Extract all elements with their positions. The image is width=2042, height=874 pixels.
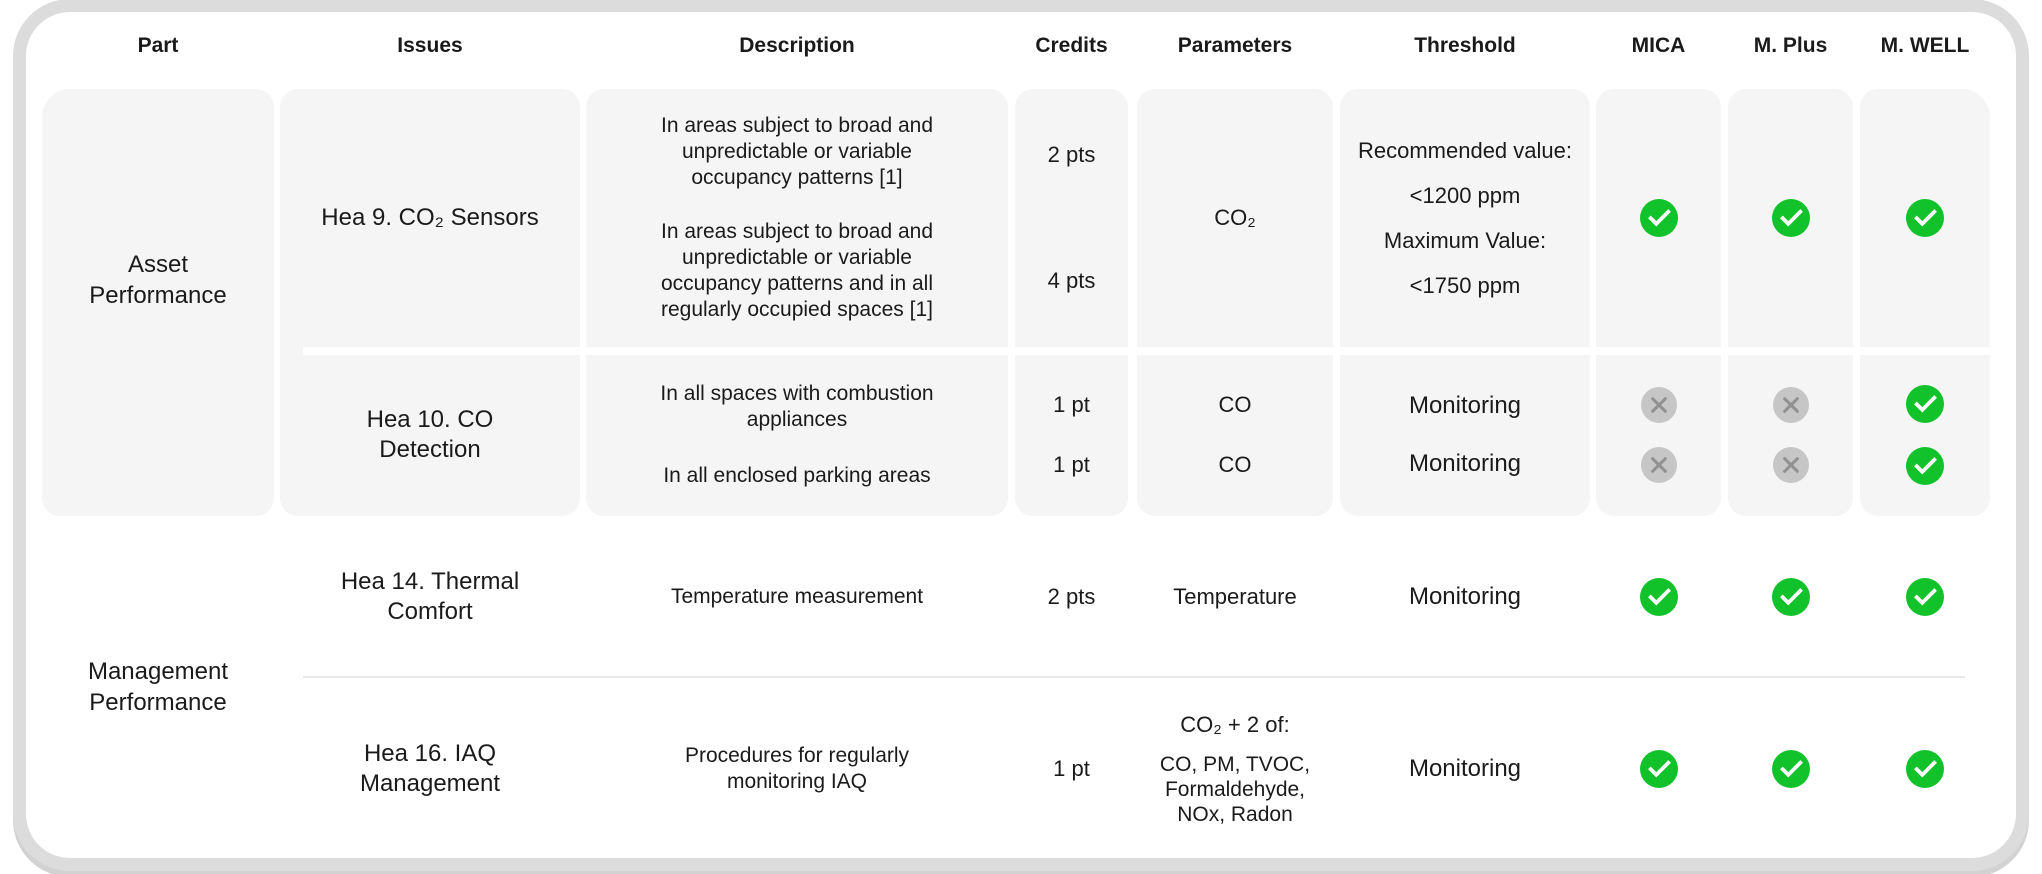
- m-well-status-cell-hea16: [1860, 680, 1990, 858]
- part-label: Management Performance: [87, 658, 229, 716]
- issue-cell-hea14: Hea 14. Thermal Comfort: [280, 516, 580, 678]
- threshold-text: Monitoring: [1408, 755, 1522, 782]
- check-icon: [1639, 750, 1678, 788]
- column-header-m-well: M. WELL: [1880, 34, 1970, 57]
- description-text: Temperature measurement: [670, 585, 924, 608]
- description-column-section-1: In areas subject to broad and unpredicta…: [586, 89, 1008, 516]
- description-cell-hea14: Temperature measurement: [586, 516, 1008, 678]
- threshold-cell-hea14: Monitoring: [1340, 516, 1590, 678]
- m-well-status-cell-hea14: [1860, 516, 1990, 678]
- m-plus-status-cell-hea10: [1728, 347, 1853, 516]
- m-well-status-cell-hea9: [1860, 89, 1990, 347]
- cross-icon: [1640, 386, 1677, 423]
- column-header-issues: Issues: [397, 34, 463, 57]
- check-icon: [1906, 384, 1944, 423]
- issues-column-section-1: Hea 9. CO₂ Sensors Hea 10. CO Detection: [280, 89, 580, 516]
- credit-value: 1 pt: [1053, 756, 1090, 781]
- parameter-cell-hea9: CO₂: [1137, 89, 1333, 347]
- parameter-value: CO: [1218, 391, 1252, 417]
- mica-status-cell-hea14: [1596, 516, 1721, 678]
- mica-status-cell-hea9: [1596, 89, 1721, 347]
- parameter-cell-hea10: CO CO: [1137, 347, 1333, 516]
- credits-column-section-1: 2 pts 4 pts 1 pt 1 pt: [1015, 89, 1128, 516]
- part-label-wrap: Asset Performance: [42, 89, 274, 516]
- issue-cell-hea16: Hea 16. IAQ Management: [280, 680, 580, 858]
- description-cell-hea10: In all spaces with combustion appliances…: [586, 347, 1008, 516]
- threshold-cell-hea9: Recommended value: <1200 ppm Maximum Val…: [1340, 89, 1590, 347]
- column-header-part: Part: [137, 34, 179, 57]
- threshold-cell-hea10: Monitoring Monitoring: [1340, 347, 1590, 516]
- mica-column-section-1: [1596, 89, 1721, 516]
- parameter-value: Temperature: [1173, 584, 1297, 609]
- column-header-threshold: Threshold: [1414, 34, 1516, 57]
- description-text: In areas subject to broad and unpredicta…: [660, 220, 933, 321]
- description-cell-hea16: Procedures for regularly monitoring IAQ: [586, 680, 1008, 858]
- parameter-value: CO: [1218, 451, 1252, 477]
- credits-cell-hea9: 2 pts 4 pts: [1015, 89, 1128, 347]
- description-cell-hea9: In areas subject to broad and unpredicta…: [586, 89, 1008, 347]
- check-icon: [1906, 578, 1944, 616]
- part-label: Asset Performance: [89, 250, 227, 309]
- m-well-status-cell-hea10: [1860, 347, 1990, 516]
- issue-label: Hea 16. IAQ Management: [359, 740, 501, 797]
- column-header-mica: MICA: [1631, 34, 1686, 57]
- check-icon: [1771, 750, 1810, 788]
- cross-icon: [1640, 446, 1677, 483]
- check-icon: [1771, 578, 1810, 616]
- threshold-text: Recommended value: <1200 ppm Maximum Val…: [1357, 138, 1572, 298]
- parameter-cell-hea16: CO₂ + 2 of: CO, PM, TVOC, Formaldehyde, …: [1137, 680, 1333, 858]
- check-icon: [1771, 199, 1810, 237]
- part-cell-management-performance: Management Performance: [42, 516, 274, 858]
- m-plus-status-cell-hea9: [1728, 89, 1853, 347]
- threshold-text: Monitoring: [1408, 391, 1522, 419]
- credits-cell-hea10: 1 pt 1 pt: [1015, 347, 1128, 516]
- check-icon: [1906, 446, 1944, 485]
- credits-cell-hea14: 2 pts: [1015, 516, 1128, 678]
- threshold-column-section-1: Recommended value: <1200 ppm Maximum Val…: [1340, 89, 1590, 516]
- credit-value: 4 pts: [1047, 268, 1096, 293]
- issue-label: Hea 9. CO₂ Sensors: [321, 204, 539, 231]
- parameter-cell-hea14: Temperature: [1137, 516, 1333, 678]
- parameter-list: CO, PM, TVOC, Formaldehyde, NOx, Radon: [1159, 752, 1311, 826]
- description-text: In all spaces with combustion appliances: [660, 381, 934, 431]
- check-icon: [1906, 750, 1944, 788]
- credit-value: 1 pt: [1053, 391, 1090, 417]
- cross-icon: [1772, 446, 1809, 483]
- issue-cell-hea9: Hea 9. CO₂ Sensors: [280, 89, 580, 347]
- m-plus-column-section-1: [1728, 89, 1853, 516]
- row-divider-section-2: [303, 676, 1965, 678]
- part-cell-asset-performance: Asset Performance: [42, 89, 274, 516]
- threshold-text: Monitoring: [1408, 449, 1522, 477]
- description-text: In all enclosed parking areas: [663, 463, 931, 487]
- description-text: In areas subject to broad and unpredicta…: [660, 114, 933, 189]
- column-header-description: Description: [739, 34, 855, 57]
- credit-value: 2 pts: [1047, 584, 1096, 609]
- mica-status-cell-hea10: [1596, 347, 1721, 516]
- description-text: Procedures for regularly monitoring IAQ: [684, 744, 910, 793]
- parameters-column-section-1: CO₂ CO CO: [1137, 89, 1333, 516]
- credits-cell-hea16: 1 pt: [1015, 680, 1128, 858]
- check-icon: [1906, 199, 1944, 237]
- issue-label: Hea 10. CO Detection: [366, 405, 494, 463]
- issue-cell-hea10: Hea 10. CO Detection: [280, 347, 580, 516]
- check-icon: [1639, 578, 1678, 616]
- m-plus-status-cell-hea16: [1728, 680, 1853, 858]
- credit-value: 2 pts: [1047, 142, 1096, 167]
- parameter-value: CO₂: [1214, 205, 1256, 230]
- m-well-column-section-1: [1860, 89, 1990, 516]
- m-plus-status-cell-hea14: [1728, 516, 1853, 678]
- row-divider-section-1: [303, 347, 1990, 355]
- credit-value: 1 pt: [1053, 451, 1090, 477]
- column-header-m-plus: M. Plus: [1753, 34, 1828, 57]
- issue-label: Hea 14. Thermal Comfort: [340, 568, 520, 625]
- column-header-credits: Credits: [1035, 34, 1108, 57]
- mica-status-cell-hea16: [1596, 680, 1721, 858]
- threshold-text: Monitoring: [1408, 583, 1522, 610]
- threshold-cell-hea16: Monitoring: [1340, 680, 1590, 858]
- parameter-heading: CO₂ + 2 of:: [1180, 711, 1290, 737]
- cross-icon: [1772, 386, 1809, 423]
- check-icon: [1639, 199, 1678, 237]
- column-header-parameters: Parameters: [1177, 34, 1293, 57]
